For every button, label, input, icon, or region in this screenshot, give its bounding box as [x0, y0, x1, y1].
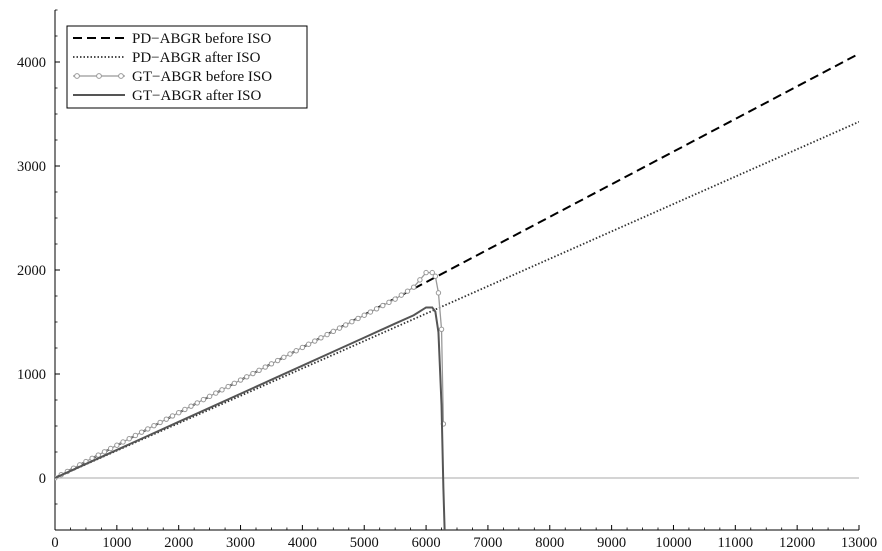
y-tick-label: 4000	[17, 55, 46, 71]
x-tick-label: 4000	[288, 535, 317, 551]
data-point	[237, 377, 244, 383]
data-point	[293, 348, 299, 354]
data-point	[169, 413, 176, 419]
data-point	[151, 422, 157, 429]
data-point	[219, 387, 225, 393]
x-tick-label: 1000	[102, 535, 131, 551]
legend-marker	[118, 73, 124, 79]
series-markers-3	[55, 269, 447, 481]
data-point	[107, 445, 114, 452]
data-point	[342, 322, 349, 328]
data-point	[262, 364, 268, 370]
legend-marker	[74, 73, 80, 79]
axes: 0 1000 2000 3000 4000 5000 6000 7000 8000 9000 100…	[17, 9, 877, 551]
series-layer	[55, 52, 859, 530]
y-tick-label: 0	[39, 471, 46, 487]
data-point	[299, 344, 306, 351]
data-point	[398, 292, 405, 298]
y-tick-label: 1000	[17, 367, 46, 383]
data-point	[361, 312, 367, 318]
data-point	[101, 449, 108, 455]
data-point	[324, 331, 330, 338]
data-point	[157, 419, 163, 426]
series-line-4	[55, 306, 446, 530]
data-point	[438, 326, 445, 332]
data-point	[244, 374, 250, 380]
data-point	[114, 442, 120, 448]
x-tick-label: 3000	[226, 535, 255, 551]
data-point	[256, 367, 262, 373]
data-point	[138, 429, 145, 435]
data-point	[404, 288, 411, 294]
legend-label-2: PD−ABGR after ISO	[132, 50, 261, 66]
data-point	[231, 380, 238, 386]
data-point	[132, 432, 139, 439]
data-point	[318, 335, 324, 341]
data-point	[429, 269, 435, 276]
data-point	[305, 341, 312, 347]
series-line-1	[55, 52, 859, 479]
x-tick-label: 2000	[164, 535, 193, 551]
data-point	[312, 338, 318, 344]
data-point	[417, 277, 423, 283]
data-point	[287, 351, 293, 357]
data-point	[188, 403, 194, 409]
data-point	[380, 302, 386, 309]
legend-label-1: PD−ABGR before ISO	[132, 31, 271, 47]
x-tick-label: 9000	[597, 535, 626, 551]
data-point	[206, 393, 213, 400]
data-point	[175, 409, 182, 416]
legend-label-3: GT−ABGR before ISO	[132, 69, 272, 85]
data-point	[213, 390, 219, 396]
data-point	[349, 318, 355, 325]
data-point	[163, 416, 170, 422]
data-point	[95, 452, 101, 458]
data-point	[250, 370, 256, 377]
series-line-2	[55, 120, 859, 479]
data-point	[336, 325, 343, 331]
y-tick-label: 3000	[17, 159, 46, 175]
x-tick-label: 12000	[779, 535, 815, 551]
x-tick-label: 6000	[412, 535, 441, 551]
data-point	[386, 299, 392, 306]
x-tick-label: 11000	[717, 535, 753, 551]
data-point	[373, 306, 380, 312]
data-point	[367, 309, 374, 315]
data-point	[182, 406, 188, 413]
data-point	[392, 296, 398, 302]
x-tick-label: 7000	[473, 535, 502, 551]
x-tick-label: 5000	[350, 535, 379, 551]
legend-label-4: GT−ABGR after ISO	[132, 88, 261, 104]
data-point	[432, 273, 439, 279]
x-tick-label: 0	[51, 535, 58, 551]
x-tick-label: 10000	[655, 535, 691, 551]
data-point	[281, 354, 287, 360]
data-point	[145, 426, 151, 432]
x-tick-label: 8000	[535, 535, 564, 551]
x-tick-label: 13000	[841, 535, 877, 551]
data-point	[120, 439, 126, 445]
y-tick-label: 2000	[17, 263, 46, 279]
data-point	[225, 383, 231, 390]
data-point	[423, 269, 429, 276]
data-point	[435, 290, 442, 296]
data-point	[126, 436, 132, 442]
series-line-3	[55, 271, 445, 479]
data-point	[268, 361, 275, 367]
data-point	[274, 357, 281, 364]
data-point	[355, 315, 361, 322]
data-point	[330, 328, 337, 335]
data-point	[194, 400, 200, 406]
data-point	[411, 284, 417, 290]
legend: PD−ABGR before ISO PD−ABGR after ISO GT−AB…	[66, 25, 308, 109]
data-point	[200, 396, 207, 403]
legend-marker	[96, 73, 102, 79]
